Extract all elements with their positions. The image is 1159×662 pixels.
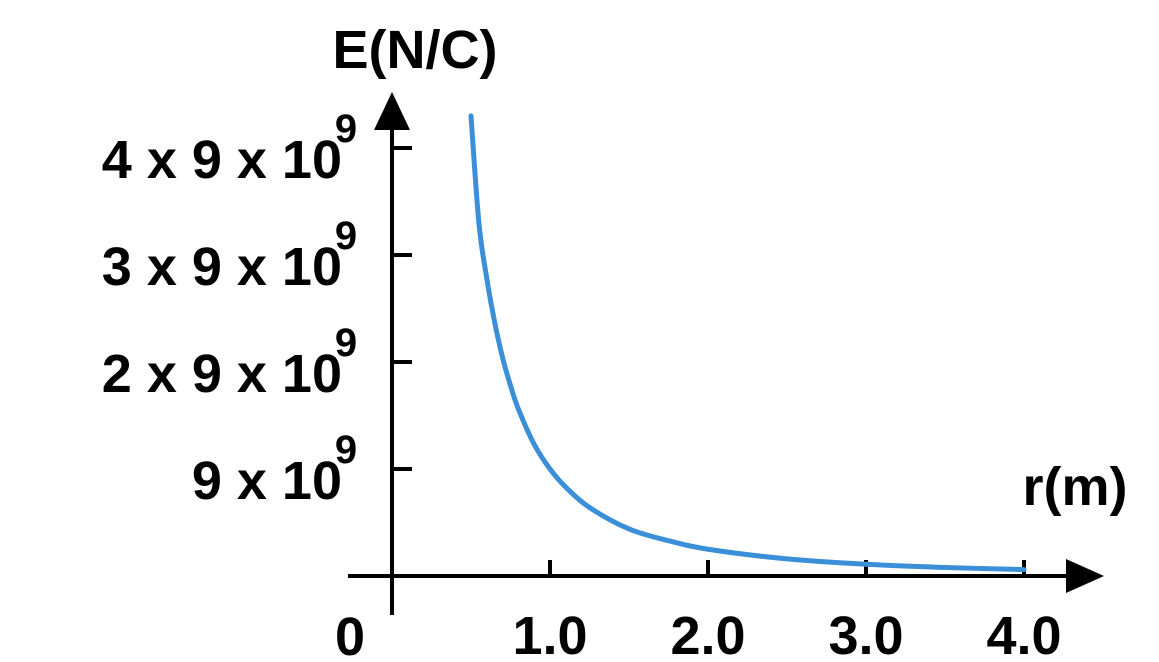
y-tick-label: 4 x 9 x 10: [102, 130, 342, 190]
axes: [348, 92, 1104, 615]
series: [468, 113, 1027, 573]
y-tick-label-exponent: 9: [335, 214, 357, 258]
x-tick-label: 3.0: [828, 606, 903, 662]
y-tick-label-base: 9 x 10: [192, 451, 342, 511]
x-tick-label: 1.0: [512, 606, 587, 662]
y-tick-label: 3 x 9 x 10: [102, 237, 342, 297]
series-line: [468, 113, 1027, 573]
x-tick-label: 2.0: [670, 606, 745, 662]
y-tick-label: 9 x 10: [192, 451, 342, 511]
x-axis-arrowhead: [1066, 559, 1104, 593]
y-tick-label-base: 4 x 9 x 10: [102, 130, 342, 190]
y-axis-label: E(N/C): [333, 20, 498, 80]
x-tick-label: 4.0: [986, 606, 1061, 662]
y-tick-label-exponent: 9: [335, 321, 357, 365]
y-tick-label-base: 3 x 9 x 10: [102, 237, 342, 297]
origin-label: 0: [335, 607, 365, 662]
y-tick-label-exponent: 9: [335, 428, 357, 472]
x-axis-label: r(m): [1023, 457, 1128, 517]
y-tick-label-exponent: 9: [335, 107, 357, 151]
y-tick-label-base: 2 x 9 x 10: [102, 344, 342, 404]
y-tick-label: 2 x 9 x 10: [102, 344, 342, 404]
ticks: [390, 146, 1026, 576]
y-axis-arrowhead: [374, 92, 410, 130]
